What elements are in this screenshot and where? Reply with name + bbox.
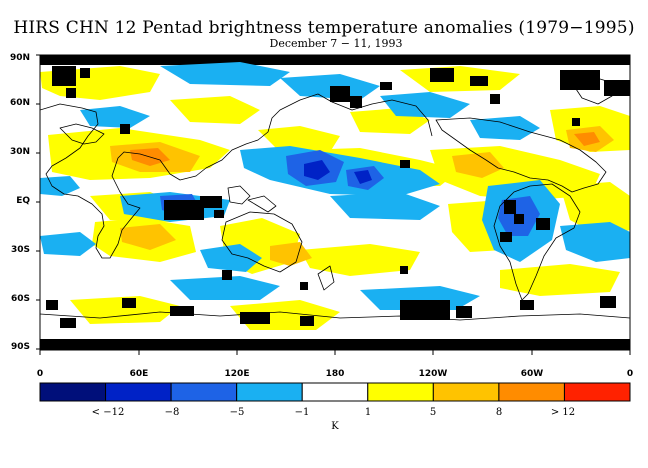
continent-outlines (40, 55, 630, 321)
lat-label-30s: 30S (10, 245, 30, 255)
colorbar-label-lt-12: < −12 (91, 407, 125, 418)
lat-label-30n: 30N (9, 147, 30, 157)
colorbar-swatch (498, 382, 565, 402)
lat-label-90n: 90N (9, 53, 30, 63)
colorbar-unit: K (331, 421, 339, 432)
colorbar-swatch (105, 382, 172, 402)
colorbar-label-8: 8 (495, 407, 503, 418)
lon-label-120e: 120E (224, 369, 250, 379)
colorbar-swatch (563, 382, 631, 402)
lon-label-60w: 60W (520, 369, 544, 379)
lat-label-90s: 90S (10, 342, 30, 352)
lon-label-0-east: 0 (626, 369, 634, 379)
strong-cold-cores (304, 160, 372, 184)
colorbar-swatch (301, 382, 369, 402)
colorbar-swatch (236, 382, 303, 402)
colorbar-label-gt-12: > 12 (550, 407, 576, 418)
colorbar-label-neg1: −1 (294, 407, 310, 418)
colorbar-swatch (432, 382, 500, 402)
colorbar-swatch (170, 382, 238, 402)
colorbar-label-5: 5 (429, 407, 437, 418)
colorbar (39, 382, 631, 402)
lon-label-120w: 120W (418, 369, 448, 379)
colorbar-swatch (367, 382, 434, 402)
lat-label-eq: EQ (16, 196, 30, 206)
colorbar-label-1: 1 (364, 407, 372, 418)
lat-label-60s: 60S (10, 294, 30, 304)
lon-label-60e: 60E (129, 369, 149, 379)
colorbar-label-neg8: −8 (164, 407, 180, 418)
colorbar-label-neg5: −5 (229, 407, 245, 418)
lat-label-60n: 60N (9, 98, 30, 108)
missing-data-polar (40, 55, 630, 350)
lon-label-0: 0 (36, 369, 44, 379)
map-title: HIRS CHN 12 Pentad brightness temperatur… (13, 18, 635, 38)
map-ticks (36, 54, 631, 355)
lon-label-180: 180 (325, 369, 345, 379)
colorbar-swatch (39, 382, 107, 402)
map-subtitle: December 7 − 11, 1993 (269, 37, 403, 50)
missing-data-blocks (46, 66, 630, 328)
